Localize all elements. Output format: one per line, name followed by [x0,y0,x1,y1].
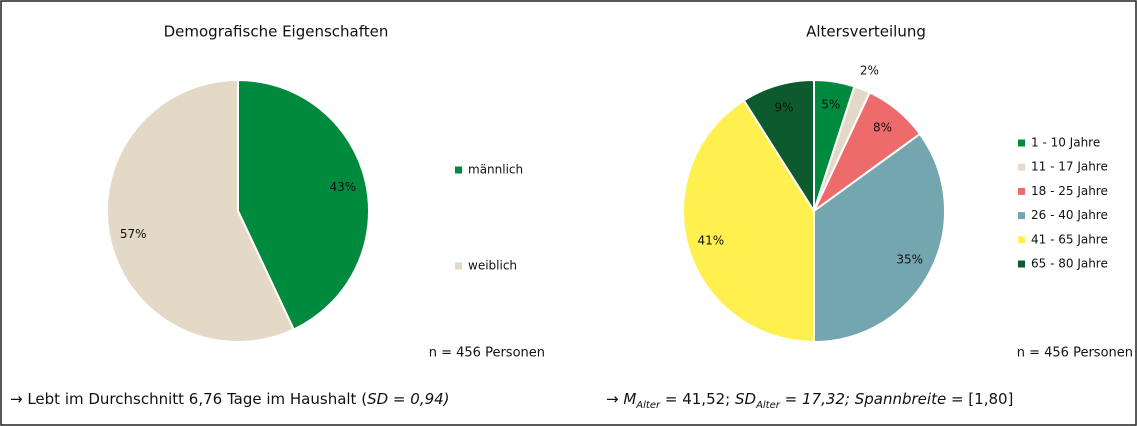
legend-swatch [1018,212,1025,220]
summary-text: Alter [636,400,661,411]
legend-label: 18 - 25 Jahre [1031,184,1108,198]
chart-title: Demografische Eigenschaften [164,23,389,41]
summary-text: → Lebt im Durchschnitt 6,76 Tage im Haus… [10,390,368,408]
legend-swatch [455,262,462,270]
data-label: 41% [698,233,725,247]
summary-text: = [1,80] [946,390,1014,408]
summary-text: 17,32; Spannbreite [801,390,947,408]
data-label: 9% [775,100,794,114]
summary-text: = 41,52; [660,390,735,408]
summary-text: M [623,390,637,408]
legend-label: männlich [468,163,523,177]
pie-slice [742,78,815,215]
legend-swatch [1018,236,1025,244]
data-label: 8% [873,121,892,135]
pie-slice [813,132,946,344]
legend-label: 26 - 40 Jahre [1031,208,1108,222]
data-label: 43% [329,180,356,194]
legend-label: 65 - 80 Jahre [1031,257,1108,271]
note: n = 456 Personen [429,346,545,361]
legend-swatch [455,166,462,174]
data-label: 5% [821,97,840,111]
legend-swatch [1018,139,1025,147]
summary: → MAlter = 41,52; SDAlter = 17,32; Spann… [606,390,1013,411]
legend-label: weiblich [468,259,517,273]
summary-text: → [606,390,624,408]
data-label: 57% [120,227,147,241]
summary-text: Alter [756,400,780,411]
data-label: 35% [896,252,923,266]
legend-label: 1 - 10 Jahre [1031,136,1100,150]
data-label: 2% [860,63,879,77]
legend-swatch [1018,187,1025,195]
pie-slice [237,78,370,331]
summary: → Lebt im Durchschnitt 6,76 Tage im Haus… [10,390,450,408]
chart-title: Altersverteilung [806,23,926,41]
legend-swatch [1018,163,1025,171]
summary-text: SD = 0,94) [367,390,450,408]
summary-text: = [779,390,802,408]
legend-label: 11 - 17 Jahre [1031,160,1108,174]
legend-swatch [1018,260,1025,268]
legend-label: 41 - 65 Jahre [1031,232,1108,246]
summary-text: SD [734,390,757,408]
note: n = 456 Personen [1017,346,1133,361]
pie-slice [106,78,296,343]
